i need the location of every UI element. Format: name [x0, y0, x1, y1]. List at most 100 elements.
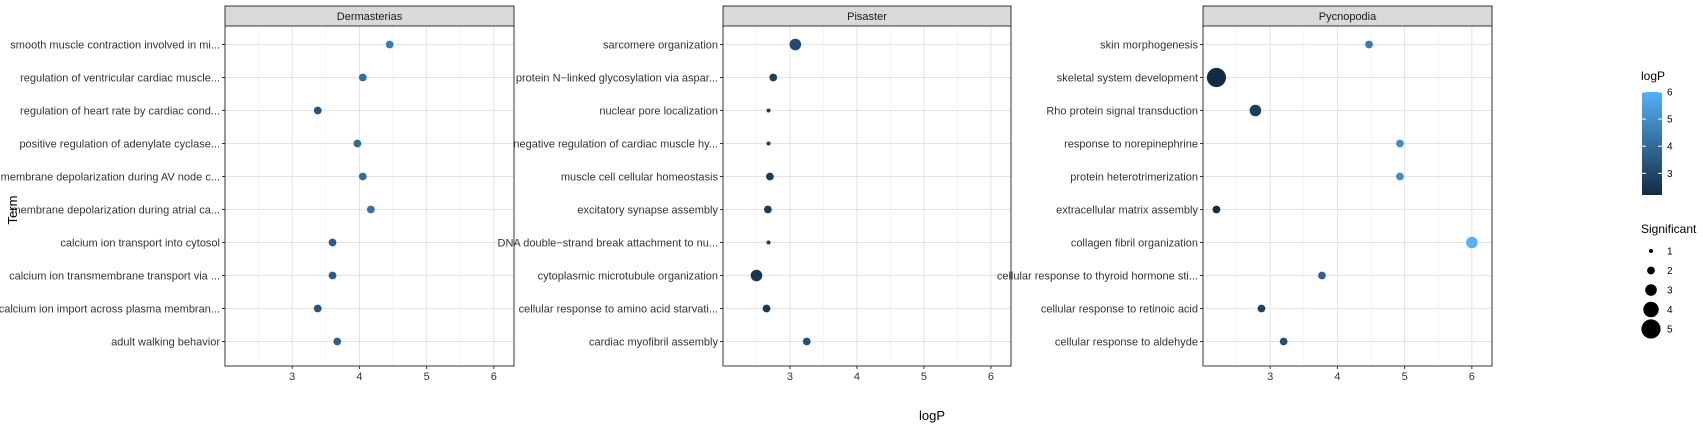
term-label: cellular response to thyroid hormone sti…: [997, 271, 1198, 283]
size-legend-title: Significant: [1641, 222, 1697, 236]
term-label: protein heterotrimerization: [1070, 172, 1198, 184]
x-tick-label: 5: [424, 371, 430, 383]
x-tick-label: 3: [289, 371, 295, 383]
term-label: excitatory synapse assembly: [577, 205, 718, 217]
size-legend-label: 1: [1667, 247, 1673, 258]
term-label: positive regulation of adenylate cyclase…: [19, 139, 220, 151]
data-point: [313, 106, 322, 115]
size-legend-key: [1647, 266, 1655, 275]
term-label: cellular response to aldehyde: [1055, 337, 1198, 349]
panel-border: [1202, 25, 1493, 367]
x-tick-label: 6: [1469, 371, 1475, 383]
color-legend-bar: [1642, 92, 1662, 195]
term-label: calcium ion transmembrane transport via …: [9, 271, 220, 283]
panel-border: [224, 25, 515, 367]
size-legend-key: [1643, 301, 1659, 318]
plot-background: [225, 26, 514, 366]
facet-panels: Dermasterias smooth muscle contraction in…: [0, 5, 1493, 383]
panel-pycnopodia: Pycnopodia skin morphogenesis skeletal sys…: [997, 5, 1493, 383]
term-label: calcium ion import across plasma membran…: [0, 304, 220, 316]
data-point: [313, 304, 322, 313]
facet-strip-label: Pycnopodia: [1319, 11, 1377, 23]
term-label: cytoplasmic microtubule organization: [538, 271, 718, 283]
term-label: extracellular matrix assembly: [1056, 205, 1198, 217]
term-label: muscle cell cellular homeostasis: [561, 172, 719, 184]
color-legend-label: 5: [1667, 115, 1673, 126]
term-label: Rho protein signal transduction: [1046, 106, 1198, 118]
size-legend-label: 3: [1667, 286, 1673, 297]
data-point: [333, 337, 342, 346]
data-point: [358, 73, 367, 82]
color-legend-label: 3: [1667, 169, 1673, 180]
term-label: calcium ion transport into cytosol: [60, 238, 220, 250]
data-point: [353, 139, 362, 148]
size-legend-key: [1641, 319, 1661, 339]
term-label: skin morphogenesis: [1100, 40, 1198, 52]
data-point: [750, 269, 763, 282]
data-point: [766, 108, 771, 113]
x-tick-label: 5: [1402, 371, 1408, 383]
data-point: [763, 205, 772, 214]
data-point: [1396, 172, 1404, 181]
size-legend: Significant 1 2 3 4 5: [1641, 222, 1697, 339]
term-label: membrane depolarization during AV node c…: [1, 172, 220, 184]
data-point: [328, 238, 337, 247]
facet-strip-label: Pisaster: [847, 11, 887, 23]
color-legend-title: logP: [1641, 69, 1665, 83]
term-label: adult walking behavior: [111, 337, 220, 349]
term-label: collagen fibril organization: [1071, 238, 1198, 250]
x-tick-label: 3: [787, 371, 793, 383]
term-label: cellular response to amino acid starvati…: [519, 304, 718, 316]
x-tick-label: 6: [491, 371, 497, 383]
panel-border: [722, 25, 1012, 367]
data-point: [1249, 104, 1262, 117]
data-point: [1257, 304, 1266, 313]
x-axis-title: logP: [919, 408, 945, 423]
panel-dermasterias: Dermasterias smooth muscle contraction in…: [0, 5, 515, 383]
x-tick-label: 4: [1334, 371, 1340, 383]
x-tick-label: 5: [921, 371, 927, 383]
panel-pisaster: Pisaster sarcomere organization protein N−…: [498, 5, 1012, 383]
facet-strip-label: Dermasterias: [337, 11, 403, 23]
term-label: skeletal system development: [1057, 73, 1198, 85]
term-label: sarcomere organization: [603, 40, 718, 52]
data-point: [1318, 271, 1326, 280]
data-point: [1466, 236, 1478, 249]
plot-background: [1203, 26, 1492, 366]
data-point: [765, 172, 774, 181]
data-point: [769, 73, 778, 82]
size-legend-label: 2: [1667, 266, 1673, 277]
data-point: [1206, 67, 1227, 88]
x-tick-label: 6: [988, 371, 994, 383]
term-label: nuclear pore localization: [599, 106, 718, 118]
x-tick-label: 4: [356, 371, 362, 383]
y-axis-title: Term: [5, 196, 20, 225]
data-point: [366, 205, 375, 214]
data-point: [385, 40, 394, 49]
term-label: membrane depolarization during atrial ca…: [11, 205, 220, 217]
data-point: [802, 337, 811, 346]
color-legend-label: 6: [1667, 88, 1673, 99]
data-point: [1396, 139, 1404, 148]
size-legend-label: 4: [1667, 305, 1673, 316]
data-point: [1212, 205, 1221, 214]
color-legend-label: 4: [1667, 142, 1673, 153]
term-label: cardiac myofibril assembly: [589, 337, 718, 349]
size-legend-key: [1645, 284, 1657, 296]
data-point: [789, 38, 802, 51]
term-label: cellular response to retinoic acid: [1041, 304, 1198, 316]
plot-background: [723, 26, 1011, 366]
size-legend-label: 5: [1667, 325, 1673, 336]
x-tick-label: 4: [854, 371, 860, 383]
term-label: regulation of heart rate by cardiac cond…: [20, 106, 220, 118]
size-legend-key: [1649, 249, 1653, 253]
data-point: [358, 172, 367, 181]
data-point: [328, 271, 337, 280]
data-point: [762, 304, 771, 313]
term-label: negative regulation of cardiac muscle hy…: [513, 139, 718, 151]
term-label: DNA double−strand break attachment to nu…: [498, 238, 718, 250]
term-label: smooth muscle contraction involved in mi…: [10, 40, 220, 52]
data-point: [1365, 40, 1373, 49]
